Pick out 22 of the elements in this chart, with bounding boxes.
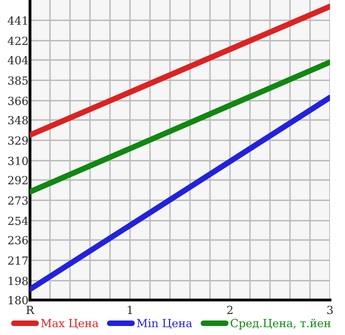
y-tick-label: 404 [8, 56, 28, 64]
y-tick-label: 180 [8, 296, 28, 304]
x-tick-label: R [26, 306, 34, 314]
y-tick-label: 385 [8, 76, 28, 85]
x-tick-label: 3 [327, 306, 333, 314]
legend-label: Min Цена [136, 318, 192, 329]
y-tick-label: 217 [8, 256, 28, 265]
y-tick-label: 292 [8, 176, 28, 184]
y-tick-label: 198 [8, 276, 28, 286]
y-tick-label: 422 [8, 36, 28, 45]
legend-label: Max Цена [41, 319, 98, 329]
legend-label: Сред.Цена, т.йен [230, 318, 331, 330]
y-tick-label: 236 [8, 236, 28, 244]
y-tick-label: 348 [8, 116, 28, 124]
x-tick-label: 1 [128, 306, 132, 314]
y-tick-label: 310 [8, 156, 28, 166]
x-tick-label: 2 [227, 306, 232, 314]
y-tick-label: 254 [8, 216, 28, 226]
y-tick-label: 329 [8, 136, 28, 145]
y-tick-label: 441 [8, 16, 28, 25]
y-tick-label: 273 [8, 196, 28, 205]
y-tick-label: 366 [8, 96, 28, 106]
